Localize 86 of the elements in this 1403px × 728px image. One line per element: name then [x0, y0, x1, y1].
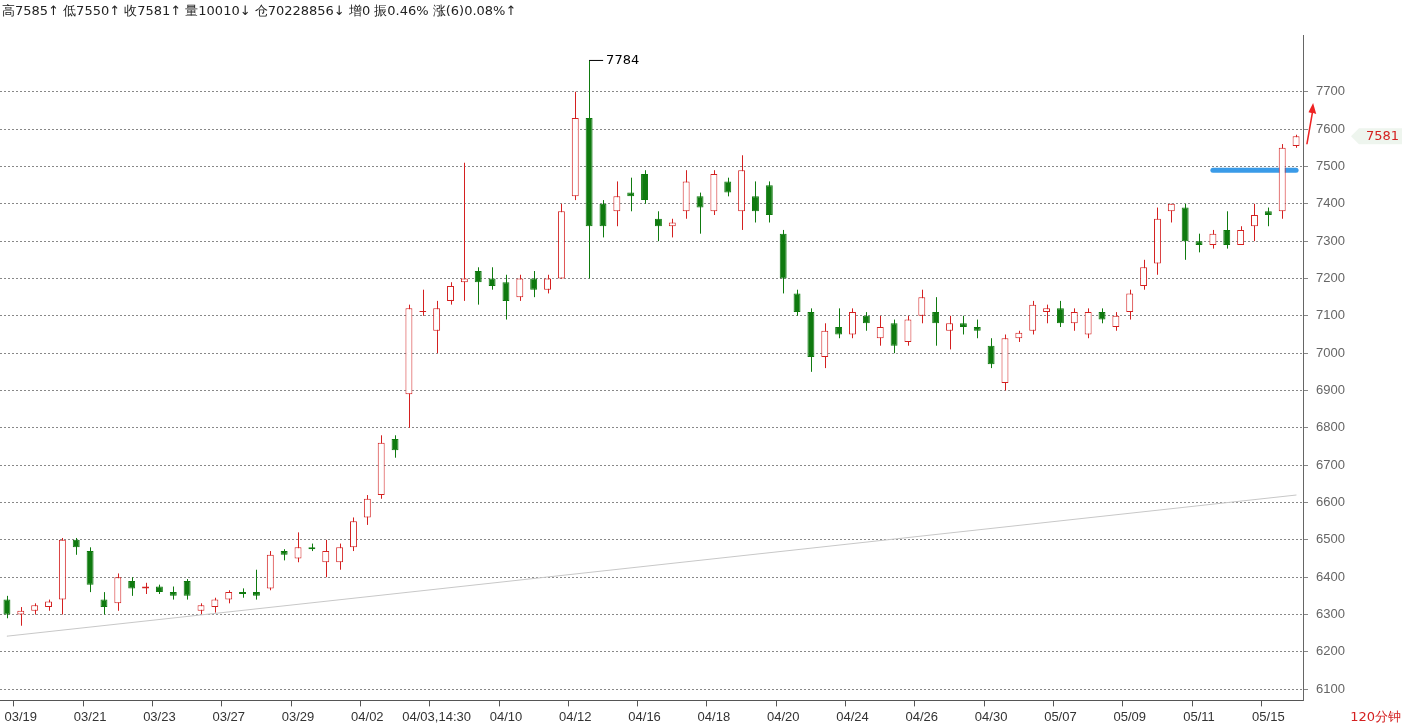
x-tick-label: 04/16	[628, 708, 661, 724]
candlestick	[1195, 233, 1203, 253]
candlestick	[724, 177, 732, 197]
x-tick-label: 03/19	[4, 708, 38, 724]
candlestick	[530, 270, 538, 298]
candlestick	[1070, 307, 1078, 332]
x-tick-label: 03/29	[281, 708, 315, 724]
x-tick-label: 04/02	[351, 708, 384, 724]
annotation: 7784	[606, 51, 640, 67]
candlestick	[100, 591, 108, 616]
candlestick	[17, 606, 25, 627]
candlestick	[128, 576, 136, 597]
candlestick	[1126, 289, 1134, 321]
candlestick	[959, 315, 967, 335]
x-tick-label: 04/10	[489, 708, 523, 724]
x-tick-label: 03/27	[212, 708, 245, 724]
y-tick-label: 7000	[1316, 344, 1345, 360]
candlestick	[613, 180, 621, 227]
y-tick-label: 6700	[1316, 456, 1345, 472]
y-tick-label: 6200	[1316, 643, 1345, 659]
text: 7581	[1365, 127, 1399, 143]
y-tick-label: 7300	[1316, 232, 1345, 248]
candlestick	[460, 162, 468, 302]
candlestick	[3, 595, 11, 619]
y-tick-label: 7400	[1316, 195, 1345, 211]
candlestick	[862, 311, 870, 332]
chart-title: 高7585↑ 低7550↑ 收7581↑ 量10010↓ 仓70228856↓ 增0 振0.46% 涨(6)0.08%↑	[2, 2, 517, 20]
x-tick-label: 03/23	[143, 708, 176, 724]
candlestick	[668, 218, 676, 238]
candlestick	[1140, 259, 1148, 291]
x-tick-label: 05/15	[1252, 708, 1285, 724]
x-tick-label: 05/11	[1183, 708, 1215, 724]
candlestick	[183, 578, 191, 601]
y-tick-label: 6500	[1316, 531, 1345, 547]
candlestick	[1043, 304, 1051, 324]
y-tick-label: 6100	[1316, 680, 1345, 696]
candlestick	[1084, 307, 1092, 339]
candlestick	[752, 180, 759, 223]
y-tick-label: 6600	[1316, 494, 1345, 510]
y-tick-label: 7100	[1316, 307, 1345, 323]
y-tick-label: 7500	[1316, 158, 1345, 174]
x-tick-label: 04/24	[836, 708, 869, 724]
candlestick	[516, 274, 524, 302]
candlestick	[918, 289, 926, 324]
candlestick	[363, 494, 371, 526]
y-tick-label: 6400	[1316, 568, 1345, 584]
text: 120分钟	[1350, 708, 1401, 726]
candlestick	[322, 539, 330, 578]
candlestick	[391, 434, 399, 459]
y-tick-label: 6800	[1316, 419, 1345, 435]
x-tick-label: 04/20	[766, 708, 800, 724]
candlestick	[447, 281, 454, 306]
x-tick-label: 04/12	[558, 708, 592, 724]
x-tick-label: 05/09	[1113, 708, 1146, 724]
candlestick	[973, 319, 981, 339]
x-tick-label: 04/30	[974, 708, 1008, 724]
x-tick-label: 04/18	[697, 708, 731, 724]
candlestick	[904, 315, 912, 347]
x-tick-label: 04/03,14:30	[402, 708, 471, 724]
candlestick	[876, 315, 884, 347]
candlestick	[987, 337, 995, 369]
candlestick	[1264, 207, 1272, 227]
y-tick-label: 7200	[1316, 270, 1345, 286]
candlestick	[252, 569, 260, 601]
y-tick-label: 7600	[1316, 120, 1345, 136]
x-tick-label: 03/21	[73, 708, 107, 724]
candlestick	[474, 266, 482, 306]
candlestick	[890, 319, 898, 354]
x-tick-label: 04/26	[905, 708, 939, 724]
candlestick	[932, 296, 940, 347]
candlestick	[502, 274, 510, 321]
y-tick-label: 6900	[1316, 382, 1345, 398]
y-tick-label: 7700	[1316, 83, 1345, 99]
candlestick	[488, 266, 496, 291]
candlestick	[849, 307, 856, 339]
y-tick-label: 6300	[1316, 606, 1345, 622]
candlestick	[654, 210, 662, 242]
candlestick	[336, 543, 344, 571]
candlestick	[433, 300, 441, 354]
candlestick	[946, 315, 953, 350]
candlestick	[1056, 300, 1064, 328]
candlestick	[835, 307, 843, 339]
x-tick-label: 05/07	[1044, 708, 1077, 724]
candlestick	[1237, 225, 1245, 246]
candlestick	[1223, 210, 1231, 250]
candlestick	[793, 289, 801, 317]
